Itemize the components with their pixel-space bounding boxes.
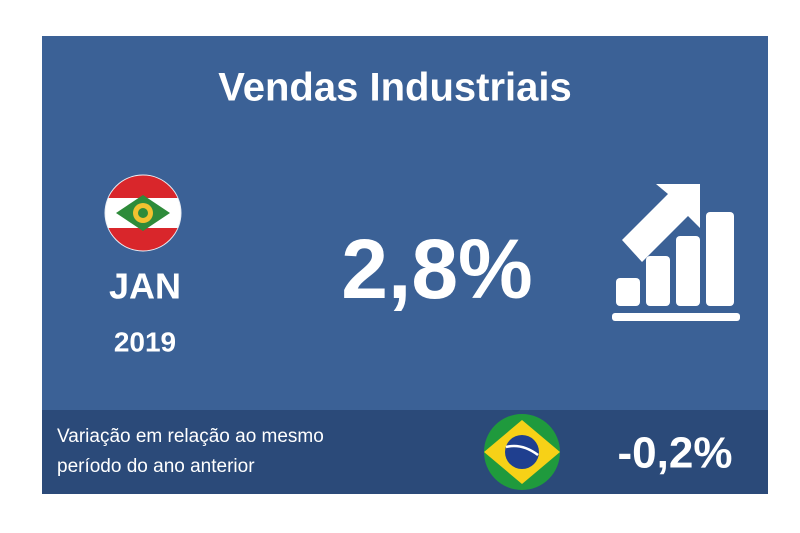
state-flag [104,174,182,252]
month: JAN [109,266,181,307]
growth-icon [612,184,740,321]
brazil-flag [484,414,560,490]
brazil-value: -0,2% [618,429,733,478]
year: 2019 [114,326,176,357]
main-value: 2,8% [341,222,532,316]
description-line: Variação em relação ao mesmo [57,426,324,447]
title: Vendas Industriais [218,66,571,110]
card-footer [42,410,768,494]
description-line: período do ano anterior [57,456,255,477]
